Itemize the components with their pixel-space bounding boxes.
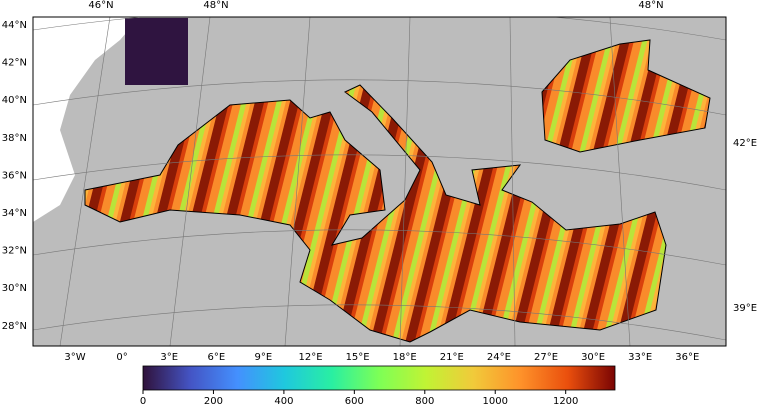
lon-label: 30°E [581, 352, 605, 363]
right-label: 42°E [733, 138, 757, 149]
colorbar-tick-label: 200 [204, 396, 223, 405]
ocean-outside [33, 17, 140, 222]
lat-label: 34°N [2, 208, 27, 219]
right-label: 39°E [733, 303, 757, 314]
lon-label: 6°E [207, 352, 225, 363]
colorbar-tick-label: 600 [345, 396, 364, 405]
colorbar-tick-label: 0 [140, 396, 146, 405]
graticule [33, 17, 726, 346]
top-label: 48°N [638, 0, 663, 11]
lat-label: 30°N [2, 283, 27, 294]
lat-label: 42°N [2, 58, 27, 69]
black-sea [541, 39, 711, 153]
map-frame [32, 16, 727, 347]
colorbar-tick-label: 400 [274, 396, 293, 405]
lat-label: 36°N [2, 170, 27, 181]
colorbar-tick-label: 1200 [553, 396, 578, 405]
lon-label: 3°W [64, 352, 85, 363]
lon-label: 15°E [346, 352, 370, 363]
mediterranean-sea [84, 84, 667, 343]
lat-label: 32°N [2, 246, 27, 257]
lat-label: 40°N [2, 95, 27, 106]
map-area [33, 17, 726, 346]
colorbar-tick-label: 800 [415, 396, 434, 405]
lon-label: 36°E [675, 352, 699, 363]
lon-label: 18°E [393, 352, 417, 363]
colorbar [142, 365, 616, 391]
lon-label: 33°E [628, 352, 652, 363]
lat-label: 44°N [2, 20, 27, 31]
data-patch [125, 18, 188, 85]
lon-label: 3°E [160, 352, 178, 363]
lat-label: 38°N [2, 133, 27, 144]
lon-label: 9°E [255, 352, 273, 363]
top-label: 48°N [203, 0, 228, 11]
lon-label: 21°E [440, 352, 464, 363]
lon-label: 12°E [298, 352, 322, 363]
lat-label: 28°N [2, 321, 27, 332]
lon-label: 27°E [534, 352, 558, 363]
colorbar-tick-label: 1000 [483, 396, 508, 405]
lon-label: 24°E [487, 352, 511, 363]
top-label: 46°N [88, 0, 113, 11]
lon-label: 0° [116, 352, 127, 363]
